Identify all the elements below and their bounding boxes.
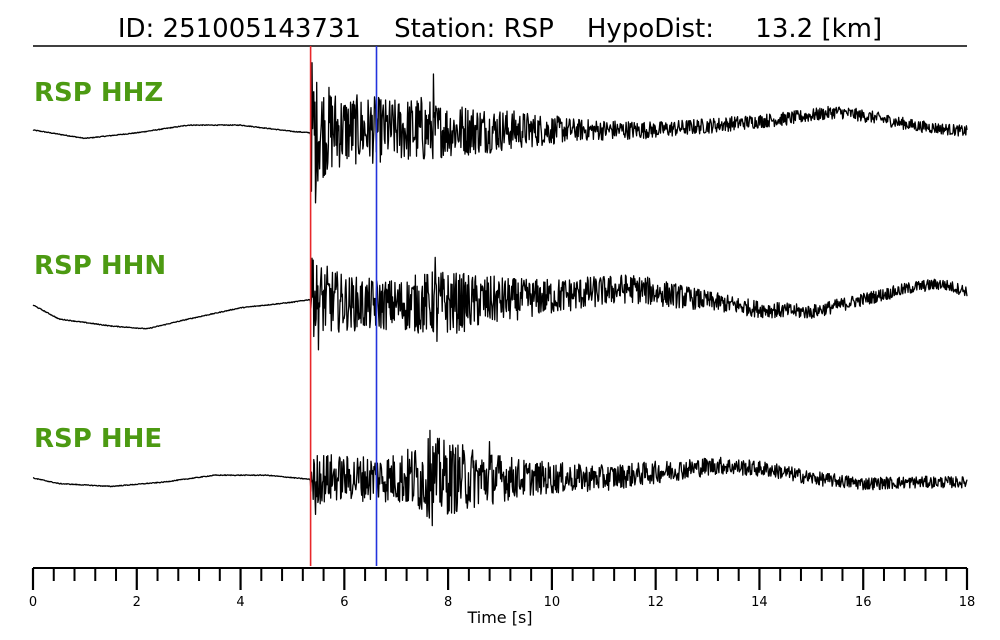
x-tick-label: 6: [340, 595, 348, 610]
waveform-traces: RSP HHZ RSP HHN RSP HHE: [32, 62, 968, 527]
x-tick-label: 14: [751, 595, 768, 610]
x-tick-label: 10: [544, 595, 561, 610]
trace-label-3: RSP HHE: [34, 424, 162, 454]
x-tick-label: 0: [29, 595, 37, 610]
trace-line-1: [32, 62, 968, 204]
chart-title: ID: 251005143731 Station: RSP HypoDist: …: [118, 14, 882, 44]
phase-pick-lines: [309, 46, 378, 566]
time-axis: 0 2 4 6 8 10 12 14 16 18: [29, 567, 976, 610]
x-tick-label: 18: [959, 595, 976, 610]
x-tick-label: 16: [855, 595, 872, 610]
x-tick-label: 8: [444, 595, 452, 610]
trace-line-2: [32, 256, 968, 351]
x-tick-label: 12: [647, 595, 664, 610]
x-tick-label: 2: [133, 595, 141, 610]
trace-label-2: RSP HHN: [34, 251, 166, 281]
trace-line-3: [32, 429, 968, 527]
x-axis-label: Time [s]: [466, 608, 532, 627]
x-tick-label: 4: [236, 595, 244, 610]
trace-label-1: RSP HHZ: [34, 78, 163, 108]
